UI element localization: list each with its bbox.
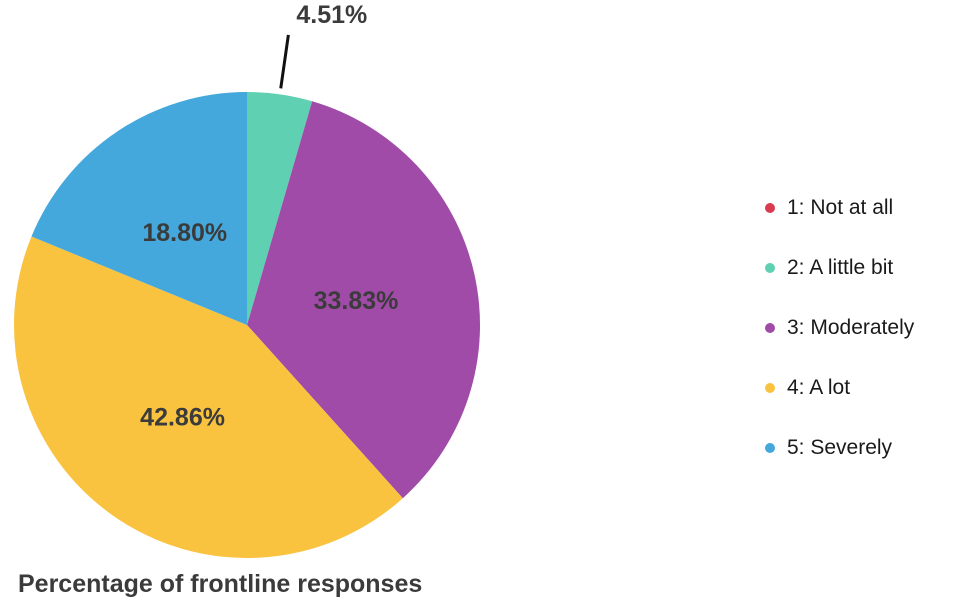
legend-swatch [765,263,775,273]
pie-slice-4-a-lot [13,236,403,558]
slice-label-3-moderately: 33.83% [314,287,399,315]
legend-label: 1: Not at all [787,196,894,219]
legend-item-2-a-little-bit: 2: A little bit [765,238,914,298]
chart-caption: Percentage of frontline responses [18,570,423,598]
legend-label: 3: Moderately [787,316,915,339]
legend-swatch [765,443,775,453]
legend-swatch [765,383,775,393]
legend-swatch [765,203,775,213]
legend-swatch [765,323,775,333]
slice-label-4-a-lot: 42.86% [140,403,225,431]
callout-line-2-a-little-bit [279,34,290,89]
legend-item-1-not-at-all: 1: Not at all [765,178,914,238]
legend-item-4-a-lot: 4: A lot [765,358,914,418]
pie-slice-3-moderately [247,101,481,499]
legend-label: 5: Severely [787,436,893,459]
pie-slice-5-severely [31,92,247,325]
legend-item-5-severely: 5: Severely [765,418,914,478]
legend-label: 4: A lot [787,376,851,399]
slice-label-2-a-little-bit: 4.51% [296,1,367,29]
legend: 1: Not at all 2: A little bit 3: Moderatel… [765,178,914,478]
legend-item-3-moderately: 3: Moderately [765,298,914,358]
legend-label: 2: A little bit [787,256,894,279]
pie-slice-2-a-little-bit [247,92,313,325]
slice-label-5-severely: 18.80% [142,219,227,247]
